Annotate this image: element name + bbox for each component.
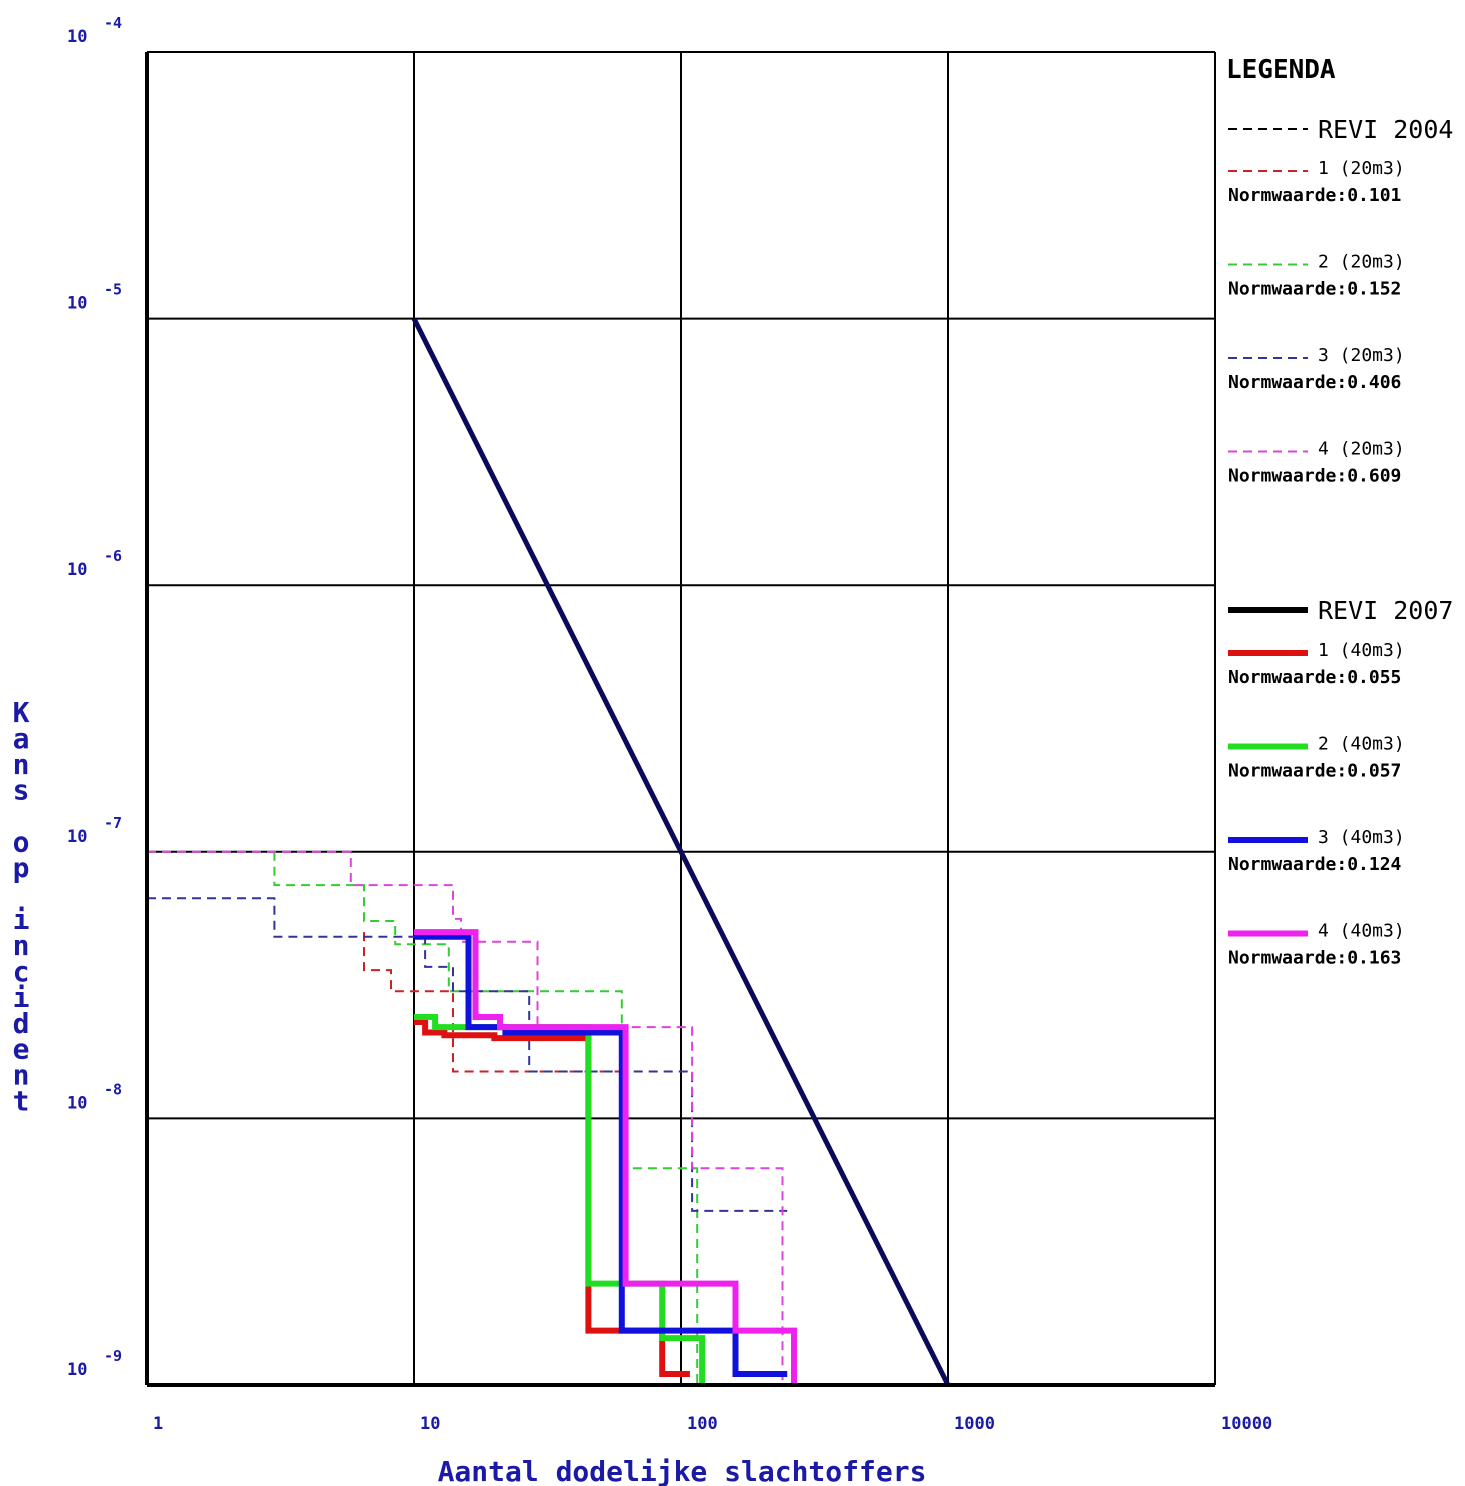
- legend-series-name: 3 (20m3): [1318, 345, 1405, 366]
- plot-frame: [145, 52, 1215, 1387]
- legend-normwaarde: Normwaarde:0.406: [1228, 372, 1401, 393]
- y-tick-base: 10: [67, 1360, 87, 1380]
- legend-title: LEGENDA: [1226, 55, 1336, 85]
- legend-group-label: REVI 2007: [1318, 596, 1453, 625]
- y-axis-label-char: n: [13, 748, 30, 781]
- y-tick-exponent: -9: [104, 1347, 122, 1365]
- x-tick-label: 10: [420, 1414, 440, 1434]
- y-axis-label-char: d: [13, 1007, 30, 1040]
- y-axis-label-char: K: [13, 696, 30, 729]
- series-line-revi2004-2: [273, 851, 699, 1385]
- x-tick-label: 1000: [954, 1414, 995, 1434]
- y-tick-base: 10: [67, 827, 87, 847]
- y-tick-base: 10: [67, 294, 87, 314]
- norm-line-layer: [411, 317, 951, 1387]
- legend-group-label: REVI 2004: [1318, 115, 1453, 144]
- series-line-revi2007-4: [414, 929, 797, 1385]
- y-axis-label-char: i: [13, 903, 30, 936]
- series-layer: [147, 850, 797, 1385]
- series-line-revi2007-2: [414, 1014, 706, 1385]
- y-tick-labels: 10 -4 10 -5 10 -6 10 -7 10 -8 10 -9: [67, 14, 122, 1380]
- x-axis-label: Aantal dodelijke slachtoffers: [438, 1455, 927, 1486]
- series-line-revi2004-3: [147, 897, 788, 1212]
- series-line-revi2004-1: [363, 932, 623, 1199]
- grid-lines: [146, 51, 1216, 1386]
- y-axis-label-char: o: [13, 826, 30, 859]
- y-axis-label-char: s: [13, 774, 30, 807]
- y-axis-label-char: e: [13, 1033, 30, 1066]
- legend-normwaarde: Normwaarde:0.152: [1228, 279, 1401, 300]
- series-line-revi2007-3: [414, 933, 788, 1377]
- y-axis-label-char: n: [13, 929, 30, 962]
- y-axis-label-char: c: [13, 955, 30, 988]
- legend-series-name: 4 (20m3): [1318, 439, 1405, 460]
- legend-series-name: 1 (40m3): [1318, 640, 1405, 661]
- y-tick-base: 10: [67, 1093, 87, 1113]
- y-tick-exponent: -4: [104, 14, 122, 32]
- y-axis-label-char: p: [13, 851, 30, 884]
- y-tick-base: 10: [67, 27, 87, 47]
- legend-normwaarde: Normwaarde:0.163: [1228, 948, 1401, 969]
- legend-series-name: 4 (40m3): [1318, 921, 1405, 942]
- x-tick-labels: 1 10 100 1000 10000: [153, 1414, 1272, 1434]
- y-tick-base: 10: [67, 560, 87, 580]
- series-line-revi2004-4: [147, 850, 784, 1385]
- legend-normwaarde: Normwaarde:0.609: [1228, 466, 1401, 487]
- legend-series-name: 3 (40m3): [1318, 827, 1405, 848]
- norm-line: [411, 317, 951, 1387]
- legend-normwaarde: Normwaarde:0.124: [1228, 854, 1402, 875]
- y-tick-exponent: -6: [104, 547, 122, 565]
- legend-series-name: 2 (20m3): [1318, 252, 1405, 273]
- y-tick-exponent: -7: [104, 814, 122, 832]
- series-line-revi2007-1: [414, 1019, 690, 1377]
- legend-normwaarde: Normwaarde:0.057: [1228, 761, 1401, 782]
- legend-normwaarde: Normwaarde:0.055: [1228, 667, 1401, 688]
- y-axis-label-char: t: [13, 1085, 30, 1118]
- x-tick-label: 1: [153, 1414, 163, 1434]
- legend: LEGENDA REVI 2004 REVI 2007 1 (20m3) Normwa…: [1226, 55, 1453, 969]
- legend-series-name: 1 (20m3): [1318, 158, 1405, 179]
- legend-normwaarde: Normwaarde:0.101: [1228, 185, 1401, 206]
- y-axis-label-char: a: [13, 722, 30, 755]
- y-tick-exponent: -8: [104, 1080, 122, 1098]
- legend-series-name: 2 (40m3): [1318, 734, 1405, 755]
- y-tick-exponent: -5: [104, 281, 122, 299]
- x-tick-label: 10000: [1221, 1414, 1272, 1434]
- y-axis-label-char: n: [13, 1059, 30, 1092]
- y-axis-label-char: i: [13, 981, 30, 1014]
- x-tick-label: 100: [687, 1414, 718, 1434]
